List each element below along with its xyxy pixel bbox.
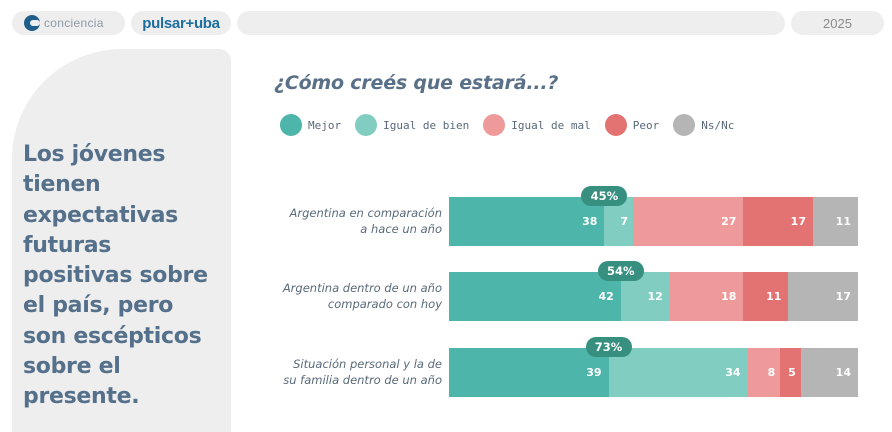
- category-label-line: Situación personal y la de: [293, 357, 442, 371]
- bar-row: 39 34 8 5 14: [449, 348, 858, 397]
- category-label-line: su familia dentro de un año: [283, 373, 442, 387]
- bar-segment: 18: [669, 272, 744, 321]
- data-label: 42: [598, 290, 614, 303]
- bar-segment: 34: [608, 348, 748, 397]
- category-label-line: Argentina dentro de un año: [282, 281, 442, 295]
- legend-label: Ns/Nc: [701, 118, 735, 132]
- data-label: 17: [835, 290, 851, 303]
- bar-segment: 17: [743, 197, 813, 246]
- legend-item: Ns/Nc: [673, 114, 734, 136]
- headline: Los jóvenes tienen expectativas futuras …: [23, 142, 208, 410]
- data-label: 39: [586, 366, 602, 379]
- data-label: 18: [721, 290, 737, 303]
- legend-item: Peor: [604, 114, 660, 136]
- data-label: 12: [647, 290, 663, 303]
- bar-segment: 11: [813, 197, 858, 246]
- legend: Mejor Igual de bien Igual de mal Peor Ns/Nc: [280, 114, 748, 136]
- legend-swatch: [604, 114, 627, 136]
- legend-item: Igual de mal: [483, 114, 591, 136]
- chart-title: ¿Cómo creés que estará...?: [274, 72, 559, 94]
- positive-total-badge: 54%: [597, 261, 644, 281]
- bar-segment: 17: [788, 272, 858, 321]
- bar-segment: 38: [449, 197, 605, 246]
- legend-label: Mejor: [308, 118, 342, 132]
- bar-segment: 42: [449, 272, 621, 321]
- category-label: Situación personal y la de su familia den…: [252, 356, 442, 388]
- positive-total-badge: 45%: [581, 186, 628, 206]
- bar-segment: 14: [800, 348, 858, 397]
- data-label: 17: [790, 215, 806, 228]
- data-label: 5: [788, 366, 796, 379]
- bar-row: 38 7 27 17 11: [449, 197, 858, 246]
- data-label: 11: [766, 290, 782, 303]
- category-label-line: Argentina en comparación: [289, 206, 443, 220]
- data-label: 27: [721, 215, 737, 228]
- bar-segment: 27: [633, 197, 744, 246]
- year-pill: 2025: [791, 11, 884, 35]
- bar-segment: 5: [780, 348, 801, 397]
- data-label: 14: [835, 366, 851, 379]
- category-label: Argentina en comparación a hace un año: [252, 205, 443, 237]
- legend-swatch: [355, 114, 378, 136]
- bar-segment: 39: [449, 348, 609, 397]
- category-label: Argentina dentro de un año comparado con …: [252, 280, 442, 312]
- bar-row: 42 12 18 11 17: [449, 272, 858, 321]
- category-label-line: comparado con hoy: [327, 297, 442, 311]
- bar-segment: 11: [743, 272, 789, 321]
- data-label: 7: [620, 215, 629, 228]
- legend-swatch: [483, 114, 506, 136]
- data-label: 8: [767, 366, 776, 379]
- legend-item: Mejor: [280, 114, 341, 136]
- side-panel: [12, 49, 231, 432]
- conciencia-logo-pill: conciencia: [12, 11, 125, 35]
- conciencia-brand: conciencia: [44, 16, 104, 30]
- year-label: 2025: [823, 15, 852, 31]
- positive-total-badge: 73%: [585, 337, 632, 357]
- data-label: 11: [835, 215, 851, 228]
- bar-segment: 8: [747, 348, 781, 397]
- category-label-line: a hace un año: [360, 222, 442, 236]
- legend-label: Peor: [632, 118, 660, 132]
- legend-swatch: [280, 114, 302, 136]
- legend-item: Igual de bien: [355, 114, 469, 136]
- legend-label: Igual de mal: [511, 118, 591, 132]
- legend-swatch: [673, 114, 696, 136]
- data-label: 38: [582, 215, 598, 228]
- legend-label: Igual de bien: [383, 118, 470, 132]
- pulsar-uba-logo-pill: pulsar+uba: [131, 11, 231, 35]
- pulsar-uba-brand: pulsar+uba: [142, 14, 220, 32]
- conciencia-logo-icon: [24, 15, 40, 31]
- header-bar: [237, 11, 785, 35]
- data-label: 34: [725, 366, 741, 379]
